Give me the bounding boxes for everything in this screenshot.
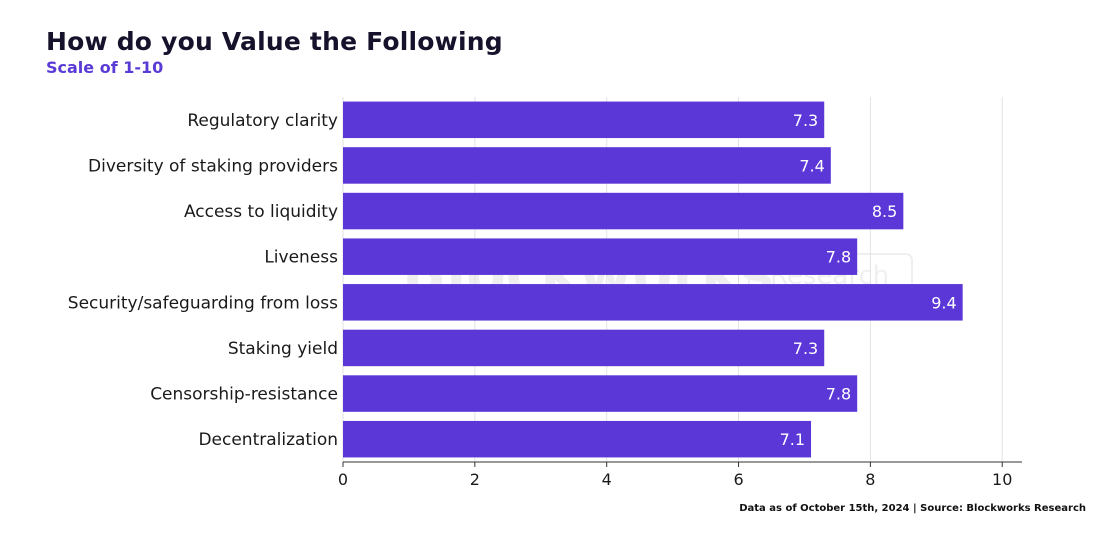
source-footer: Data as of October 15th, 2024 | Source: … [739, 503, 1086, 514]
bar [343, 329, 825, 367]
category-labels: Regulatory clarity Diversity of staking p… [68, 111, 338, 450]
x-tick-label: 10 [992, 470, 1012, 489]
category-label: Regulatory clarity [187, 111, 338, 131]
category-label: Staking yield [228, 339, 338, 359]
bar [343, 375, 858, 412]
data-label: 7.8 [826, 385, 851, 404]
category-label: Decentralization [198, 430, 338, 450]
data-label: 7.8 [826, 248, 851, 267]
category-label: Diversity of staking providers [88, 156, 338, 176]
data-label: 7.3 [793, 339, 818, 358]
x-tick-label: 6 [733, 470, 743, 489]
x-tick-labels: 0 2 4 6 8 10 [338, 462, 1012, 489]
bar [343, 192, 904, 230]
data-label: 7.4 [799, 156, 824, 175]
data-label: 9.4 [931, 293, 956, 312]
bars [343, 101, 963, 458]
x-tick-label: 0 [338, 470, 348, 489]
category-label: Censorship-resistance [150, 385, 338, 405]
data-label: 7.3 [793, 111, 818, 130]
chart-title: How do you Value the Following [46, 27, 503, 56]
data-label: 8.5 [872, 202, 897, 221]
category-label: Liveness [264, 248, 338, 268]
data-label: 7.1 [780, 430, 805, 449]
x-tick-label: 8 [865, 470, 875, 489]
bar [343, 420, 812, 458]
category-label: Access to liquidity [184, 202, 338, 222]
x-tick-label: 2 [470, 470, 480, 489]
bar [343, 147, 831, 184]
bar [343, 101, 825, 139]
category-label: Security/safeguarding from loss [68, 293, 338, 313]
bar [343, 284, 963, 321]
chart-subtitle: Scale of 1-10 [46, 58, 164, 77]
bar [343, 238, 858, 275]
x-tick-label: 4 [602, 470, 612, 489]
data-labels: 7.3 7.4 8.5 7.8 9.4 7.3 7.8 7.1 [780, 111, 957, 449]
